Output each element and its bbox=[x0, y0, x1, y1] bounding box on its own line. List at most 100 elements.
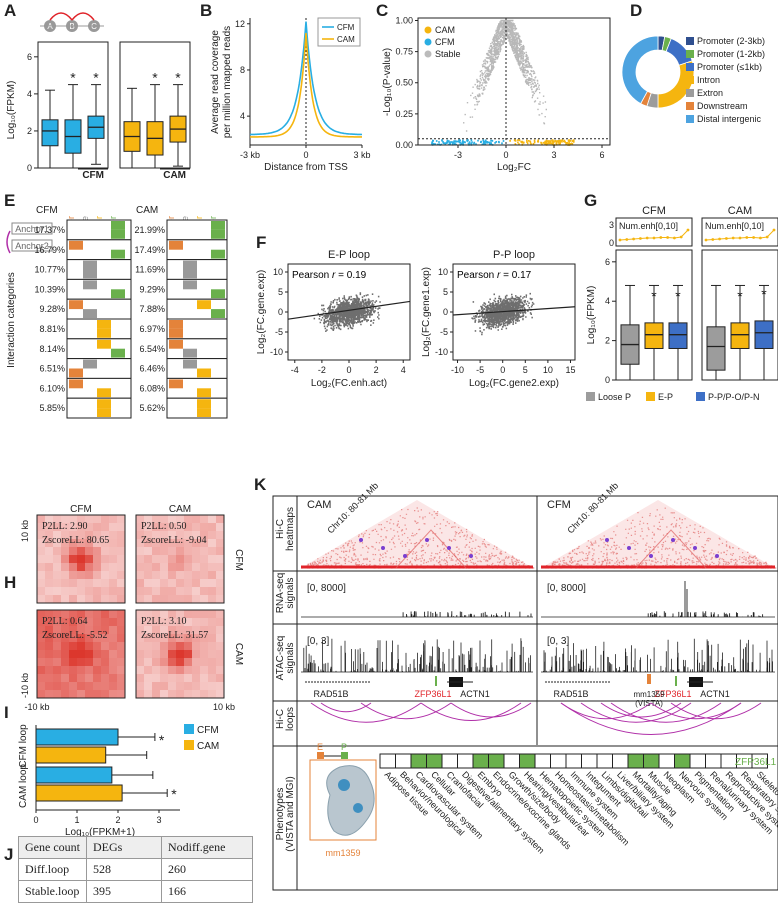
column-title: CFM bbox=[36, 205, 58, 216]
box bbox=[706, 326, 726, 371]
heatmap-cell bbox=[101, 610, 110, 619]
heatmap-cell bbox=[101, 618, 110, 627]
heatmap-cell bbox=[168, 531, 177, 540]
heatmap-cell bbox=[184, 523, 193, 532]
heatmap-cell bbox=[160, 634, 169, 643]
zscore-value: ZscoreLL: 31.57 bbox=[141, 630, 208, 641]
anchor2-cell bbox=[83, 309, 97, 318]
heatmap-cell bbox=[160, 690, 169, 699]
x-tick-label: 0 bbox=[33, 815, 38, 825]
heatmap-cell bbox=[109, 547, 118, 556]
heatmap-cell bbox=[184, 563, 193, 572]
heatmap-cell bbox=[61, 571, 70, 580]
heatmap-cell bbox=[93, 531, 102, 540]
x-axis-label: Log₂FC bbox=[497, 162, 531, 173]
heatmap-cell bbox=[144, 539, 153, 548]
heatmap-cell bbox=[93, 650, 102, 659]
loop-arc bbox=[670, 702, 762, 720]
cam-points bbox=[509, 139, 575, 146]
heatmap-cell bbox=[192, 587, 201, 596]
heatmap-cell bbox=[216, 626, 225, 635]
heatmap-cell bbox=[85, 666, 94, 675]
heatmap-cell bbox=[109, 531, 118, 540]
heatmap-cell bbox=[117, 547, 126, 556]
heatmap-cell bbox=[117, 626, 126, 635]
heatmap-cell bbox=[117, 515, 126, 524]
bar bbox=[35, 746, 107, 764]
heatmap-cell bbox=[77, 682, 86, 691]
panel-label-f: F bbox=[256, 233, 266, 252]
column-title: CAM bbox=[169, 504, 191, 515]
heatmap-cell bbox=[85, 658, 94, 667]
heatmap-cell bbox=[160, 547, 169, 556]
heatmap-cell bbox=[69, 666, 78, 675]
heatmap-cell bbox=[144, 523, 153, 532]
heatmap-cell bbox=[85, 531, 94, 540]
heatmap-cell bbox=[85, 571, 94, 580]
heatmap-cell bbox=[168, 555, 177, 564]
heatmap-cell bbox=[208, 539, 217, 548]
heatmap-cell bbox=[168, 618, 177, 627]
heatmap-cell bbox=[152, 658, 161, 667]
heatmap-cell bbox=[184, 539, 193, 548]
heatmap-cell bbox=[93, 626, 102, 635]
gene-label: RAD51B bbox=[313, 689, 348, 699]
heatmap-cell bbox=[208, 547, 217, 556]
heatmap-cell bbox=[117, 595, 126, 604]
heatmap-cell bbox=[37, 531, 46, 540]
heatmap-cell bbox=[144, 674, 153, 683]
row-label: loops bbox=[285, 707, 296, 731]
panel-label-i: I bbox=[4, 703, 9, 722]
box bbox=[730, 322, 750, 349]
legend-label: Promoter (2-3kb) bbox=[697, 36, 765, 46]
heatmap-cell bbox=[53, 595, 62, 604]
ep-label: P bbox=[341, 742, 347, 752]
heatmap-cell bbox=[152, 618, 161, 627]
anchor1-cell bbox=[83, 280, 97, 290]
heatmap-cell bbox=[109, 515, 118, 524]
heatmap-cell bbox=[61, 634, 70, 643]
legend-label: CFM bbox=[337, 23, 355, 32]
x-tick-label: -5 bbox=[476, 365, 484, 375]
heatmap-cell bbox=[93, 674, 102, 683]
heatmap-cell bbox=[85, 515, 94, 524]
heatmap-cell bbox=[61, 666, 70, 675]
significance-star: * bbox=[761, 286, 767, 302]
table-cell: Stable.loop bbox=[18, 880, 87, 903]
heatmap-cell bbox=[208, 626, 217, 635]
heatmap-cell bbox=[77, 634, 86, 643]
heatmap-cell bbox=[144, 682, 153, 691]
heatmap-cell bbox=[216, 579, 225, 588]
box bbox=[668, 322, 688, 349]
heatmap-cell bbox=[152, 666, 161, 675]
y-tick-label: 4 bbox=[27, 89, 32, 99]
heatmap-cell bbox=[136, 642, 145, 651]
heatmap-cell bbox=[37, 626, 46, 635]
y-tick-label: -5 bbox=[440, 327, 448, 337]
heatmap-cell bbox=[208, 690, 217, 699]
heatmap-cell bbox=[117, 658, 126, 667]
heatmap-cell bbox=[45, 531, 54, 540]
heatmap-cell bbox=[192, 515, 201, 524]
arc bbox=[49, 12, 73, 21]
heatmap-cell bbox=[144, 563, 153, 572]
heatmap-cell bbox=[101, 555, 110, 564]
heatmap-cell bbox=[184, 690, 193, 699]
heatmap-cell bbox=[109, 634, 118, 643]
heatmap-cell bbox=[109, 610, 118, 619]
y-tick-label: 10 bbox=[438, 267, 448, 277]
heatmap-cell bbox=[192, 658, 201, 667]
heatmap-cell bbox=[144, 595, 153, 604]
heatmap-cell bbox=[101, 690, 110, 699]
loop-arc bbox=[320, 702, 372, 713]
heatmap-cell bbox=[53, 666, 62, 675]
heatmap-cell bbox=[144, 579, 153, 588]
heatmap-cell bbox=[168, 674, 177, 683]
heatmap-cell bbox=[53, 658, 62, 667]
heatmap-cell bbox=[144, 642, 153, 651]
legend-swatch bbox=[646, 392, 655, 401]
heatmap-cell bbox=[136, 571, 145, 580]
table-row: Stable.loop 395 166 bbox=[18, 880, 253, 903]
phenotype-cell bbox=[627, 753, 644, 769]
heatmap-cell bbox=[184, 587, 193, 596]
